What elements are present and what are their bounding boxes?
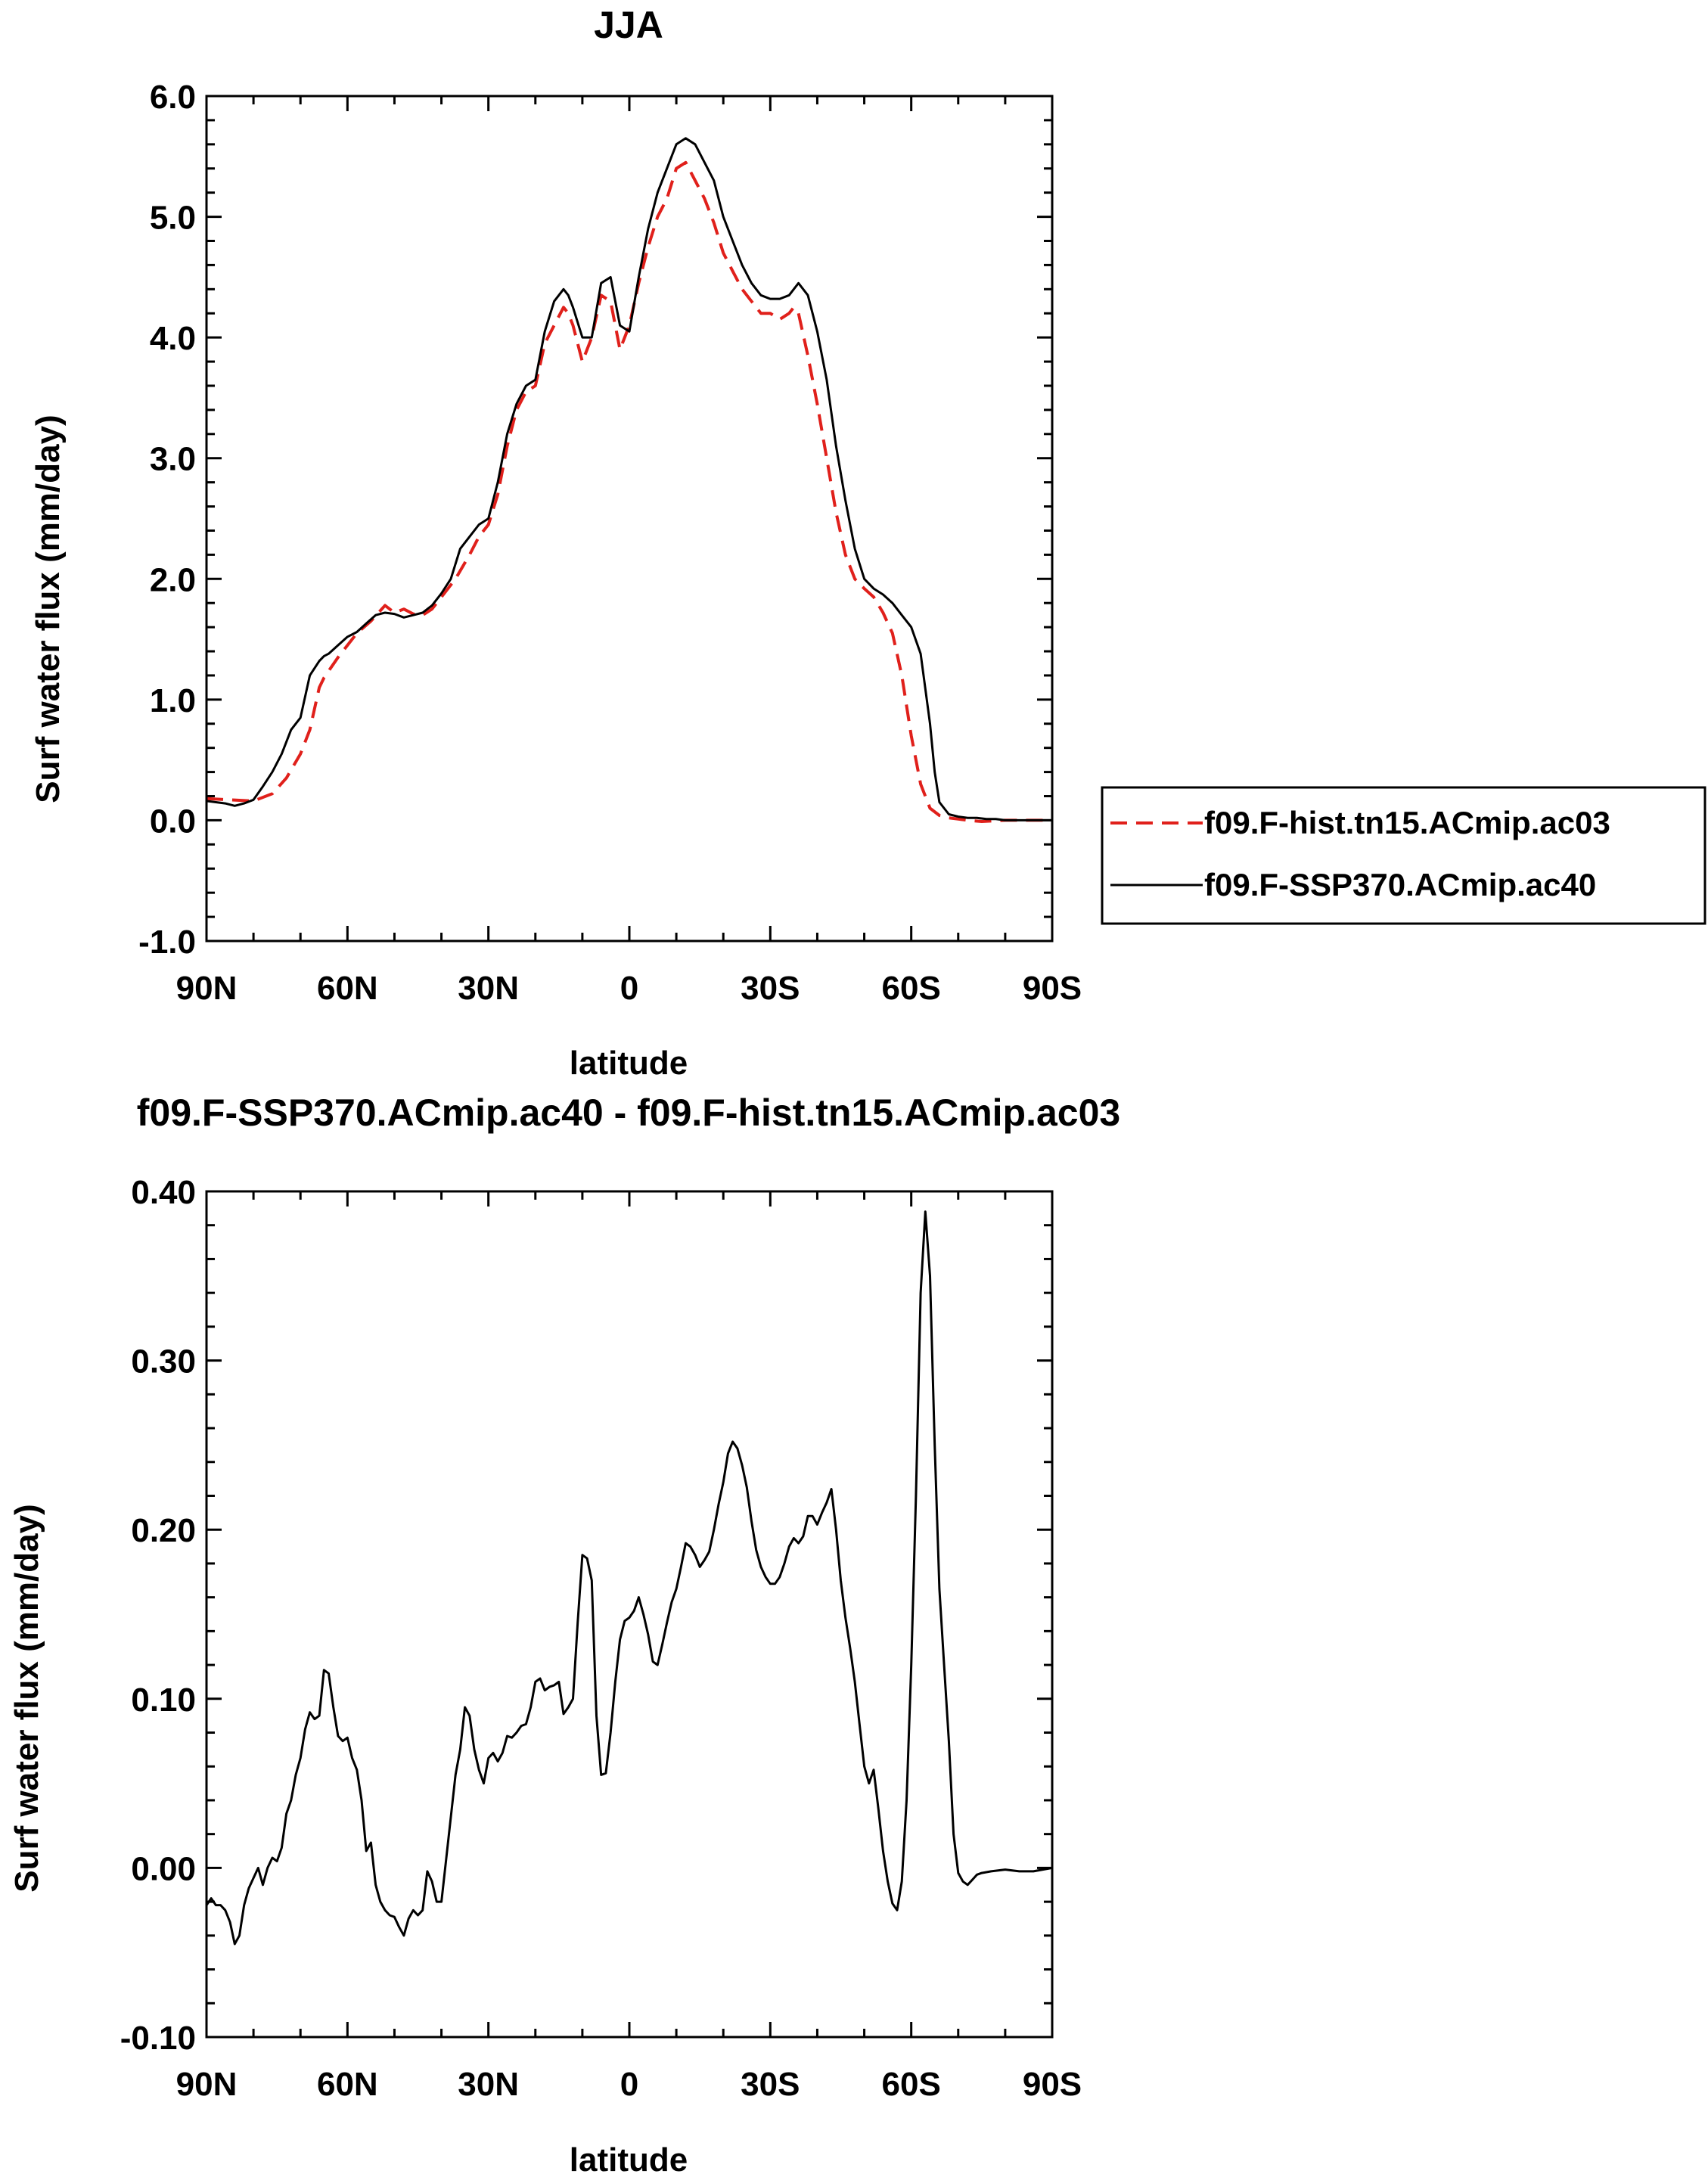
bottom-chart-x-axis-label: latitude	[570, 2141, 688, 2177]
y-tick-label: 1.0	[150, 682, 196, 719]
bottom-chart-y-axis-label: Surf water flux (mm/day)	[8, 1504, 45, 1892]
y-tick-label: 5.0	[150, 200, 196, 237]
bottom-chart-panel: f09.F-SSP370.ACmip.ac40 - f09.F-hist.tn1…	[8, 1092, 1120, 2177]
y-tick-label: 0.00	[131, 1850, 196, 1887]
top-chart-x-axis-label: latitude	[570, 1045, 688, 1082]
bottom-chart-plot-area	[205, 1190, 1054, 2039]
top-chart-series	[206, 137, 1052, 823]
x-tick-label: 30S	[741, 2066, 800, 2103]
bottom-chart-title: f09.F-SSP370.ACmip.ac40 - f09.F-hist.tn1…	[137, 1092, 1120, 1134]
x-tick-label: 30N	[458, 970, 519, 1007]
series-line-1	[206, 137, 1052, 821]
y-tick-label: 3.0	[150, 441, 196, 478]
y-tick-label: 0.30	[131, 1343, 196, 1380]
top-chart-panel: JJA 90N 60N 30N 0 30S 60S 90S 6.0 5.0 4.0 3.0 2.0 1.…	[30, 4, 1082, 1082]
y-tick-label: 0.0	[150, 803, 196, 840]
x-tick-label: 90S	[1023, 970, 1082, 1007]
x-tick-label: 60S	[882, 2066, 941, 2103]
series-line-0	[205, 1210, 1053, 1946]
x-tick-label: 90S	[1023, 2066, 1082, 2103]
x-tick-label: 30S	[741, 970, 800, 1007]
x-tick-label: 0	[620, 970, 638, 1007]
bottom-chart-tick-labels: 90N 60N 30N 0 30S 60S 90S 0.40 0.30 0.20 0.10 0.00 -…	[120, 1174, 1082, 2103]
top-chart-tick-labels: 90N 60N 30N 0 30S 60S 90S 6.0 5.0 4.0 3.0 2.0 1.0 0.0…	[138, 79, 1082, 1007]
top-chart-y-axis-label: Surf water flux (mm/day)	[30, 415, 67, 803]
x-tick-label: 90N	[176, 2066, 238, 2103]
legend: f09.F-hist.tn15.ACmip.ac03 f09.F-SSP370.…	[1101, 786, 1706, 925]
y-tick-label: 2.0	[150, 561, 196, 598]
x-tick-label: 30N	[458, 2066, 519, 2103]
x-tick-label: 60S	[882, 970, 941, 1007]
legend-label-hist: f09.F-hist.tn15.ACmip.ac03	[1204, 805, 1610, 840]
x-tick-label: 90N	[176, 970, 238, 1007]
legend-box	[1101, 786, 1706, 925]
x-tick-label: 60N	[317, 2066, 378, 2103]
y-tick-label: 0.40	[131, 1174, 196, 1211]
series-line-0	[206, 160, 1052, 823]
top-chart-ticks	[205, 95, 1054, 943]
legend-label-ssp370: f09.F-SSP370.ACmip.ac40	[1204, 867, 1596, 902]
y-tick-label: 0.10	[131, 1682, 196, 1719]
bottom-chart-ticks	[205, 1190, 1054, 2039]
y-tick-label: -0.10	[120, 2020, 196, 2057]
y-tick-label: 4.0	[150, 320, 196, 357]
y-tick-label: 0.20	[131, 1512, 196, 1549]
x-tick-label: 60N	[317, 970, 378, 1007]
x-tick-label: 0	[620, 2066, 638, 2103]
top-chart-title: JJA	[594, 4, 663, 46]
y-tick-label: 6.0	[150, 79, 196, 116]
y-tick-label: -1.0	[138, 924, 196, 961]
bottom-chart-series	[205, 1210, 1053, 1946]
top-chart-plot-area	[205, 95, 1054, 943]
